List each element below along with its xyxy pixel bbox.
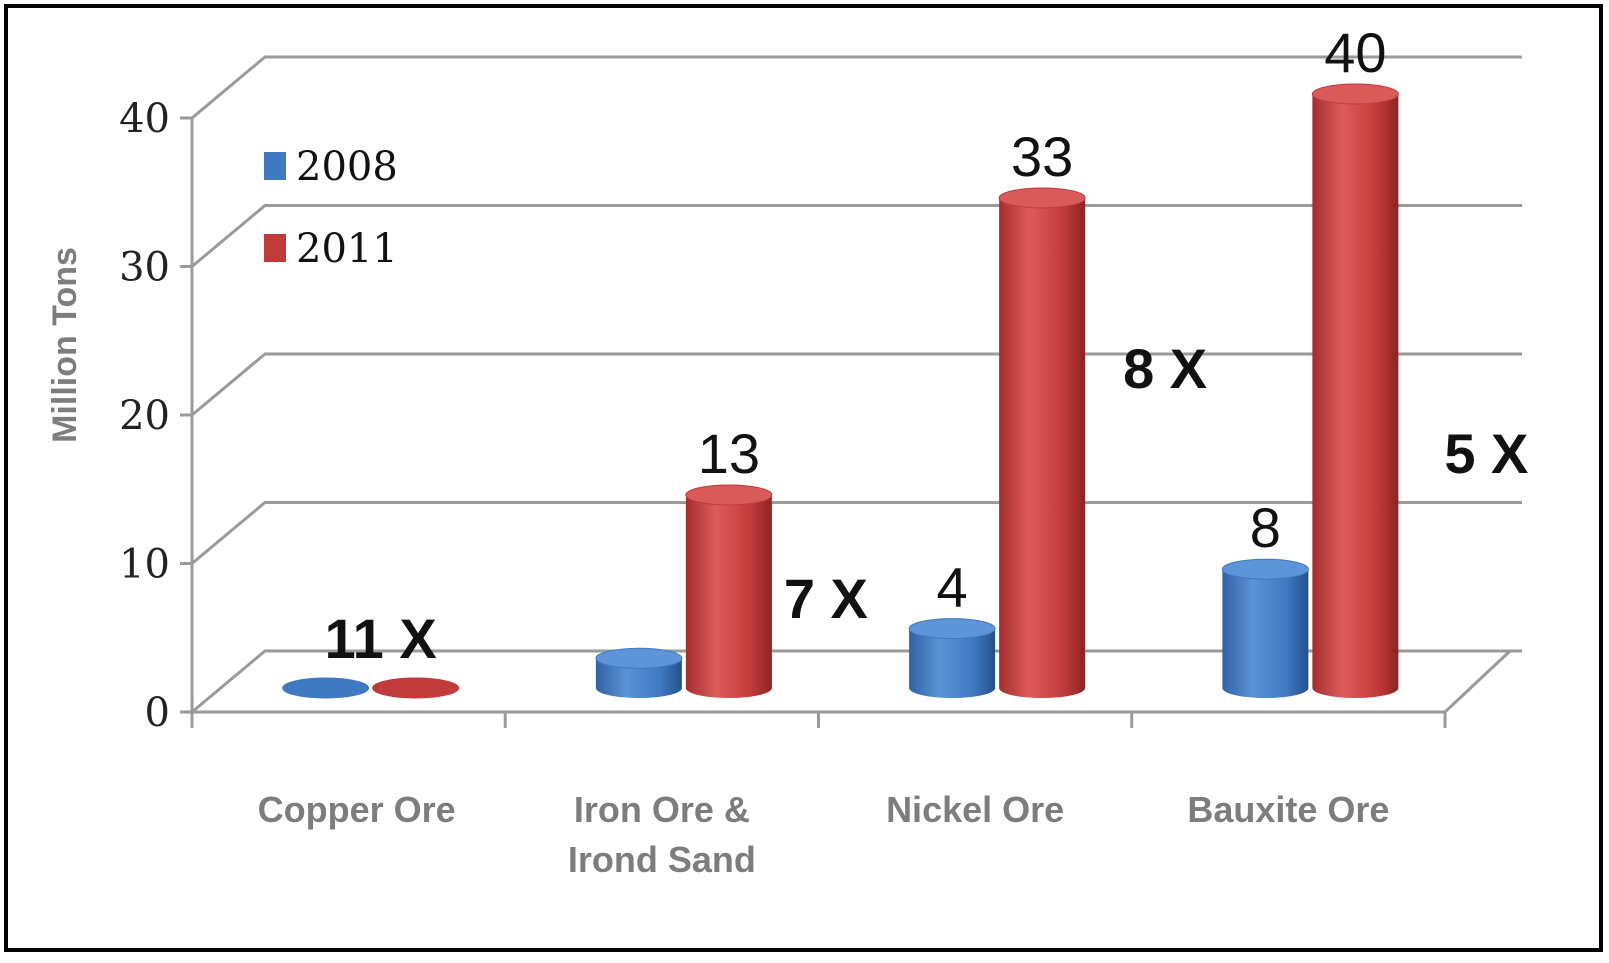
bar-body: [999, 197, 1086, 698]
y-tick-label: 20: [119, 393, 170, 439]
bar: [998, 187, 1086, 698]
bar-body: [1222, 569, 1309, 698]
gridline: [191, 204, 1522, 268]
legend: 2008 2011: [264, 144, 398, 272]
bar-top: [1311, 83, 1399, 105]
x-tick-label: Nickel Ore: [886, 789, 1064, 830]
y-axis-label: Million Tons: [46, 247, 84, 443]
ratio-label: 5 X: [1444, 422, 1528, 485]
gridline: [191, 352, 1522, 417]
value-label: 8: [1250, 496, 1281, 559]
bar: [1311, 83, 1399, 698]
y-tick-label: 40: [119, 96, 170, 142]
ratio-label: 7 X: [784, 567, 868, 630]
bar-top: [685, 484, 773, 506]
value-label: 33: [1011, 125, 1073, 188]
legend-label-2008: 2008: [296, 144, 398, 190]
y-tick-label: 0: [145, 690, 170, 736]
value-label: 4: [937, 556, 968, 619]
gridline: [191, 55, 1522, 120]
y-tick-label: 30: [119, 245, 170, 291]
gridlines: [191, 55, 1522, 714]
ratio-label: 11 X: [325, 607, 437, 670]
x-tick-label: Copper Ore: [258, 789, 456, 830]
bar: [282, 677, 370, 699]
bar-top: [908, 618, 996, 640]
x-tick-label: Bauxite Ore: [1187, 789, 1389, 830]
labels: 0 10 20 30 40 4 8 13 33 40 11 X 7 X 8 X 5 X Copper Ore…: [119, 21, 1528, 880]
x-tick-label: Irond Sand: [568, 839, 756, 880]
legend-swatch-2008: [264, 152, 286, 180]
bar-top: [1221, 558, 1309, 580]
x-tick-label: Iron Ore &: [574, 789, 750, 830]
bar: [1221, 558, 1309, 698]
bar: [908, 618, 996, 698]
y-tick-label: 10: [119, 542, 170, 588]
bar-body: [909, 628, 996, 698]
legend-swatch-2011: [264, 234, 286, 262]
axes: [180, 116, 1512, 728]
bars: [282, 83, 1399, 699]
value-label: 13: [698, 422, 760, 485]
bar-top: [998, 187, 1086, 209]
bar-body: [1312, 94, 1399, 698]
bar-body: [685, 494, 772, 698]
bar: [372, 677, 460, 699]
gridline: [191, 649, 1522, 714]
bar: [595, 647, 683, 698]
gridline: [191, 501, 1522, 565]
bar-body: [595, 658, 682, 698]
bar-top: [372, 677, 460, 699]
legend-label-2011: 2011: [296, 226, 398, 272]
bar: [685, 484, 773, 698]
ratio-label: 8 X: [1123, 337, 1207, 400]
bar-top: [282, 677, 370, 699]
value-label: 40: [1324, 21, 1386, 84]
bar-top: [595, 647, 683, 669]
